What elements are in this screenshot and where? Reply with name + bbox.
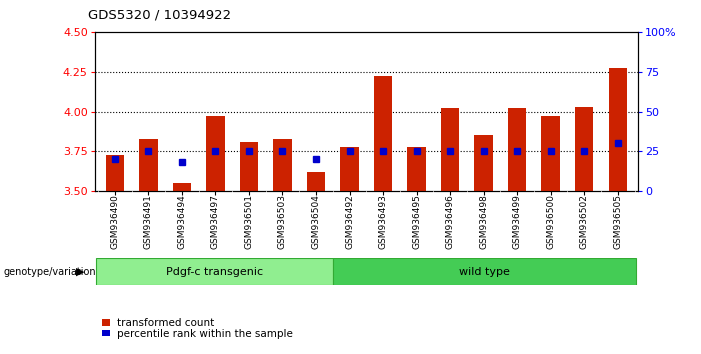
Text: GSM936498: GSM936498 [479, 194, 488, 249]
Bar [106, 154, 124, 191]
Text: transformed count: transformed count [118, 318, 215, 328]
Bar [273, 138, 292, 191]
Bar [172, 183, 191, 191]
Text: GSM936494: GSM936494 [177, 194, 186, 249]
Bar [340, 147, 359, 191]
Text: percentile rank within the sample: percentile rank within the sample [118, 329, 293, 339]
Text: GSM936503: GSM936503 [278, 194, 287, 250]
Bar [608, 69, 627, 191]
Bar [374, 76, 393, 191]
Bar [508, 108, 526, 191]
Text: wild type: wild type [459, 267, 510, 277]
Text: GDS5320 / 10394922: GDS5320 / 10394922 [88, 8, 231, 21]
Text: GSM936497: GSM936497 [211, 194, 220, 249]
Text: ▶: ▶ [76, 267, 84, 277]
Bar [96, 258, 333, 285]
Bar [575, 107, 594, 191]
Text: GSM936491: GSM936491 [144, 194, 153, 249]
Text: GSM936501: GSM936501 [245, 194, 253, 250]
Text: GSM936490: GSM936490 [110, 194, 119, 249]
Text: GSM936499: GSM936499 [512, 194, 522, 249]
Bar [407, 147, 426, 191]
Text: GSM936502: GSM936502 [580, 194, 589, 249]
Text: GSM936496: GSM936496 [446, 194, 455, 249]
Bar [541, 116, 560, 191]
Bar [475, 135, 493, 191]
Bar [206, 116, 224, 191]
Bar [240, 142, 258, 191]
Bar [441, 108, 459, 191]
Text: GSM936504: GSM936504 [311, 194, 320, 249]
Text: GSM936492: GSM936492 [345, 194, 354, 249]
Bar [307, 172, 325, 191]
Text: GSM936493: GSM936493 [379, 194, 388, 249]
Text: Pdgf-c transgenic: Pdgf-c transgenic [166, 267, 263, 277]
Text: genotype/variation: genotype/variation [4, 267, 96, 277]
Bar [139, 138, 158, 191]
Text: GSM936505: GSM936505 [613, 194, 622, 250]
Text: GSM936500: GSM936500 [546, 194, 555, 250]
Bar [333, 258, 637, 285]
Text: GSM936495: GSM936495 [412, 194, 421, 249]
